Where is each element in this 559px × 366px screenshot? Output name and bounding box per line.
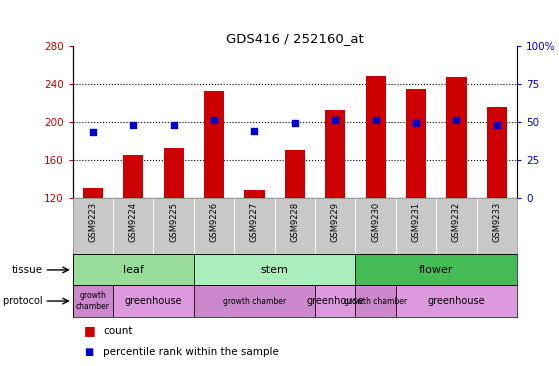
Text: ■: ■	[84, 324, 96, 337]
Text: GSM9223: GSM9223	[88, 202, 97, 242]
Text: stem: stem	[260, 265, 288, 275]
Text: growth
chamber: growth chamber	[76, 291, 110, 311]
Text: count: count	[103, 326, 133, 336]
Point	[331, 117, 340, 123]
Bar	[244, 190, 264, 198]
Bar	[396, 285, 517, 317]
Text: GSM9224: GSM9224	[129, 202, 138, 242]
Text: percentile rank within the sample: percentile rank within the sample	[103, 347, 280, 357]
Point	[169, 122, 178, 128]
Bar	[487, 108, 507, 198]
Bar	[194, 254, 356, 285]
Text: GSM9225: GSM9225	[169, 202, 178, 242]
Text: GSM9229: GSM9229	[331, 202, 340, 242]
Title: GDS416 / 252160_at: GDS416 / 252160_at	[226, 31, 364, 45]
Bar	[356, 254, 517, 285]
Text: GSM9233: GSM9233	[492, 202, 501, 242]
Text: growth chamber: growth chamber	[344, 296, 408, 306]
Bar	[83, 188, 103, 198]
Text: growth chamber: growth chamber	[223, 296, 286, 306]
Point	[492, 122, 501, 128]
Bar	[164, 148, 184, 198]
Text: growth protocol: growth protocol	[0, 296, 42, 306]
Text: GSM9226: GSM9226	[210, 202, 219, 242]
Bar	[73, 285, 113, 317]
Text: GSM9232: GSM9232	[452, 202, 461, 242]
Bar	[366, 76, 386, 198]
Point	[210, 117, 219, 123]
Bar	[113, 285, 194, 317]
Bar	[356, 285, 396, 317]
Point	[250, 128, 259, 134]
Bar	[315, 285, 356, 317]
Bar	[194, 285, 315, 317]
Text: flower: flower	[419, 265, 453, 275]
Text: ■: ■	[84, 347, 93, 357]
Text: GSM9228: GSM9228	[290, 202, 300, 242]
Point	[371, 117, 380, 123]
Text: GSM9227: GSM9227	[250, 202, 259, 242]
Bar	[325, 110, 345, 198]
Text: greenhouse: greenhouse	[125, 296, 182, 306]
Point	[88, 130, 97, 135]
Text: leaf: leaf	[123, 265, 144, 275]
Text: greenhouse: greenhouse	[306, 296, 364, 306]
Point	[291, 120, 300, 126]
Text: GSM9231: GSM9231	[411, 202, 420, 242]
Bar	[204, 92, 224, 198]
Point	[129, 122, 138, 128]
Point	[411, 120, 420, 126]
Bar	[447, 77, 467, 198]
Text: greenhouse: greenhouse	[428, 296, 485, 306]
Bar	[123, 155, 143, 198]
Bar	[406, 89, 426, 198]
Text: GSM9230: GSM9230	[371, 202, 380, 242]
Point	[452, 117, 461, 123]
Bar	[285, 150, 305, 198]
Bar	[73, 254, 194, 285]
Text: tissue: tissue	[11, 265, 42, 275]
